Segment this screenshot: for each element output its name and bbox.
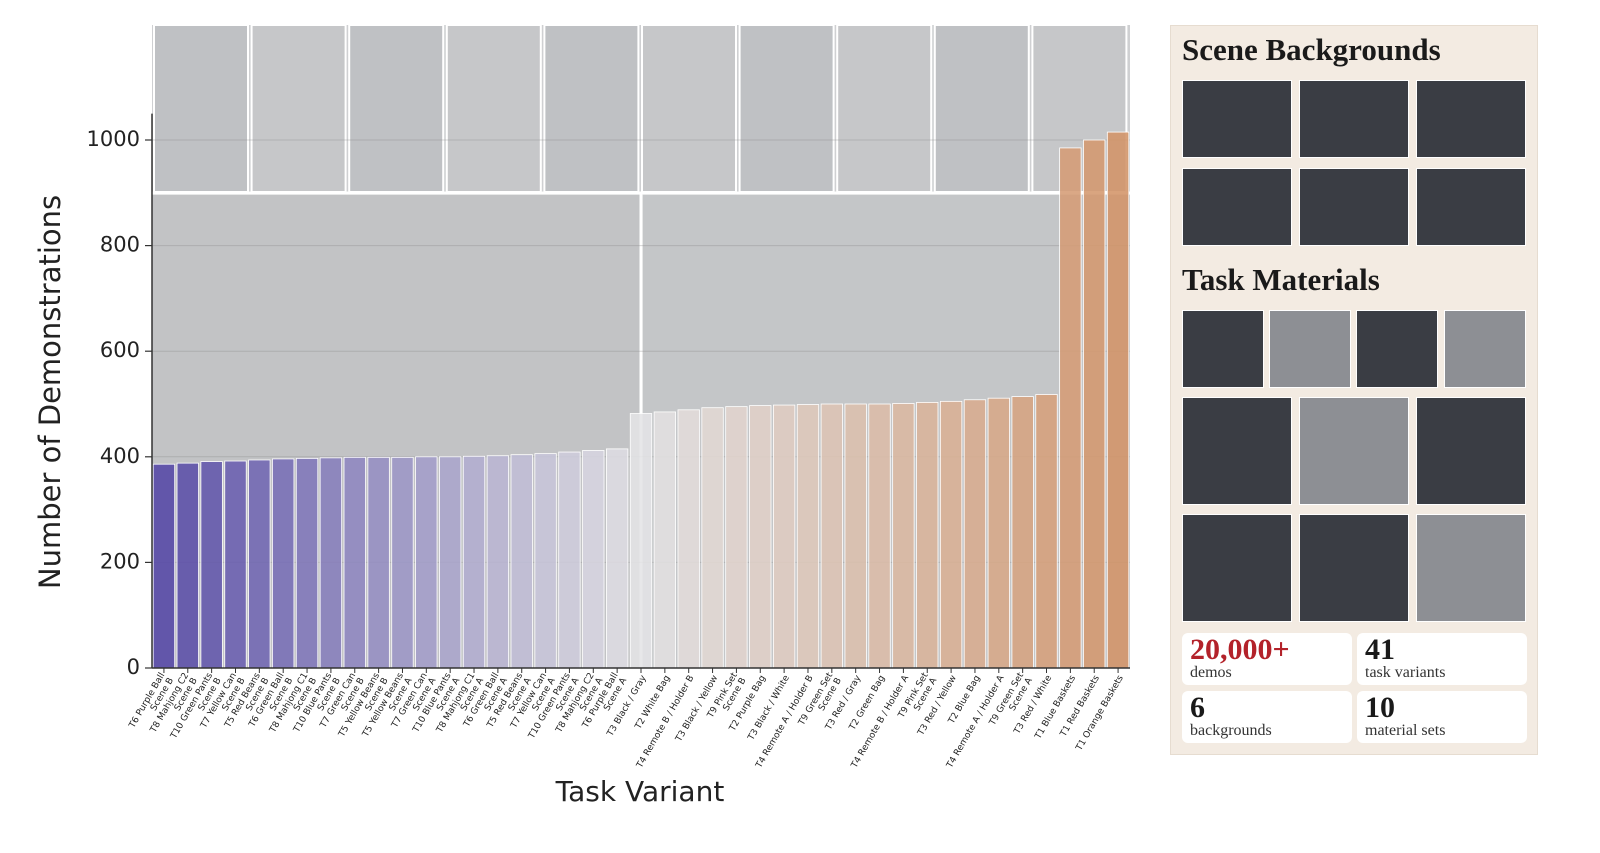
photo-thumb: [543, 24, 640, 193]
bar: [987, 397, 1010, 669]
chart: Task Variant Number of Demonstrations 0 2…: [33, 24, 1130, 808]
stat-value: 41: [1365, 633, 1395, 666]
stat-label: backgrounds: [1190, 722, 1272, 739]
bar: [725, 406, 748, 669]
bar: [248, 459, 271, 669]
image: [1182, 310, 1264, 388]
photo-thumb: [445, 24, 542, 193]
section-title: Task Materials: [1182, 262, 1380, 297]
bar: [844, 403, 867, 669]
bar: [367, 456, 390, 669]
stat: 6 backgrounds: [1182, 691, 1352, 743]
bar: [892, 403, 915, 669]
y-tick-label: 1000: [87, 127, 140, 151]
image: [1416, 80, 1526, 158]
bar: [677, 409, 700, 669]
bar: [224, 460, 247, 669]
image: [1299, 514, 1409, 622]
bar: [295, 457, 319, 669]
bar: [558, 451, 581, 669]
bar: [319, 457, 343, 669]
bar: [701, 407, 724, 669]
stat-value: 6: [1190, 691, 1205, 724]
photo-thumb: [836, 24, 933, 193]
bar: [1106, 131, 1130, 669]
stat: 20,000+ demos: [1182, 633, 1352, 685]
bar: [1011, 396, 1034, 669]
bar: [415, 456, 438, 669]
bar: [1059, 147, 1082, 669]
bar: [343, 456, 366, 669]
photo-strip: [152, 24, 1130, 668]
y-tick-label: 200: [100, 549, 140, 573]
bar: [200, 461, 223, 669]
y-tick-label: 0: [127, 655, 140, 679]
photo-thumb: [738, 24, 835, 193]
stat-value: 10: [1365, 691, 1395, 724]
bar: [749, 405, 772, 669]
image: [1182, 168, 1292, 246]
stat-label: demos: [1190, 664, 1232, 681]
image: [1299, 80, 1409, 158]
bar: [772, 404, 796, 669]
section-title: Scene Backgrounds: [1182, 32, 1441, 67]
bar: [963, 399, 987, 669]
bar: [653, 411, 676, 669]
photo-thumb: [250, 24, 347, 193]
image: [1299, 168, 1409, 246]
bar: [439, 456, 462, 669]
image: [1182, 397, 1292, 505]
stat: 10 material sets: [1357, 691, 1527, 743]
bar: [462, 455, 486, 669]
bar: [796, 404, 820, 669]
side-panel: Scene Backgrounds Task Materials 20,000+…: [1170, 25, 1538, 755]
bar: [1083, 139, 1106, 669]
x-axis-label: Task Variant: [555, 775, 725, 808]
image: [1299, 397, 1409, 505]
y-tick-label: 800: [100, 233, 140, 257]
image: [1416, 397, 1526, 505]
bar: [939, 400, 963, 669]
bar: [272, 458, 295, 669]
photo-thumb: [641, 24, 737, 193]
image: [1416, 514, 1526, 622]
bar: [510, 454, 533, 669]
bar: [916, 402, 939, 669]
stat: 41 task variants: [1357, 633, 1527, 685]
bar: [582, 450, 605, 669]
y-axis-label: Number of Demonstrations: [33, 195, 67, 589]
bar: [1035, 394, 1058, 669]
bar: [606, 448, 629, 669]
stat-label: material sets: [1365, 722, 1446, 739]
bar: [152, 463, 176, 669]
bar: [820, 403, 843, 669]
photo-thumb: [153, 24, 249, 193]
image: [1269, 310, 1351, 388]
photo-thumb: [933, 24, 1030, 193]
y-tick-label: 400: [100, 444, 140, 468]
image: [1182, 80, 1292, 158]
bar: [176, 462, 199, 669]
photo-thumb: [348, 24, 445, 193]
image: [1416, 168, 1526, 246]
image: [1356, 310, 1438, 388]
image: [1182, 514, 1292, 622]
bar: [534, 453, 557, 669]
image: [1444, 310, 1526, 388]
stat-value: 20,000+: [1190, 633, 1290, 666]
bar: [391, 456, 414, 669]
y-tick-label: 600: [100, 338, 140, 362]
bar: [868, 403, 891, 669]
stat-label: task variants: [1365, 664, 1446, 681]
bar: [629, 413, 653, 669]
bar: [486, 455, 510, 669]
